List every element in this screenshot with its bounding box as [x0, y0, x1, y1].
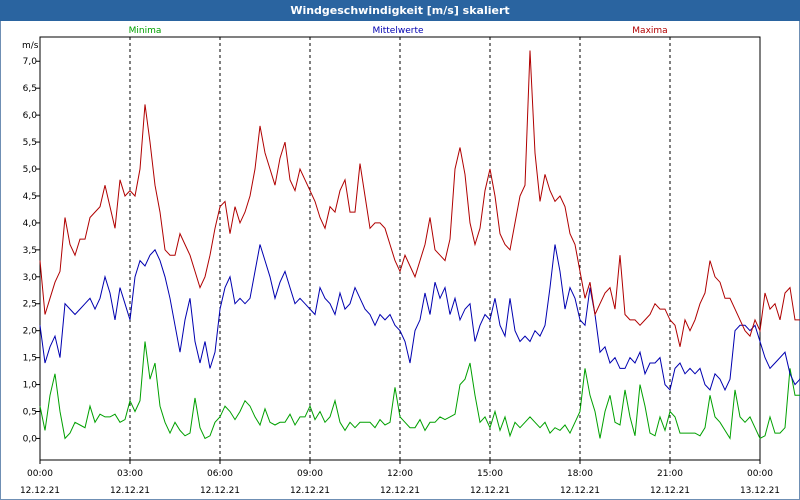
x-tick-time: 00:00 [27, 469, 53, 479]
x-axis: 00:00 12.12.21 03:00 12.12.21 06:00 12.12.21 0… [20, 460, 780, 496]
x-tick-time: 18:00 [567, 469, 593, 479]
series-line-mittelwerte [39, 244, 800, 392]
y-axis: 0,0 0,5 1,0 1,5 2,0 2,5 3,0 3,5 4,0 4,5 5,0 5,5 6,0 6… [23, 57, 40, 444]
y-tick-label: 5,0 [23, 165, 38, 175]
y-tick-label: 0,5 [23, 408, 37, 418]
y-tick-label: 6,0 [23, 111, 38, 121]
x-tick-date: 12.12.21 [110, 486, 150, 496]
y-tick-label: 3,0 [23, 273, 38, 283]
y-tick-label: 4,0 [23, 219, 38, 229]
legend: Minima Mittelwerte Maxima [129, 26, 668, 36]
y-tick-label: 7,0 [23, 57, 38, 67]
y-tick-label: 1,5 [23, 354, 37, 364]
y-axis-unit: m/s [22, 41, 39, 51]
y-tick-label: 2,5 [23, 300, 37, 310]
x-tick-time: 06:00 [207, 469, 233, 479]
y-tick-label: 0,0 [23, 434, 38, 444]
grid [129, 37, 671, 460]
y-tick-label: 1,0 [23, 381, 38, 391]
legend-mittelwerte: Mittelwerte [372, 26, 423, 36]
y-tick-label: 6,5 [23, 84, 37, 94]
x-tick-date: 12.12.21 [470, 486, 510, 496]
series-line-maxima [39, 50, 800, 347]
y-tick-label: 4,5 [23, 192, 37, 202]
chart-title: Windgeschwindigkeit [m/s] skaliert [0, 0, 800, 21]
x-tick-date: 12.12.21 [650, 486, 690, 496]
x-tick-date: 12.12.21 [20, 486, 60, 496]
series-lines [39, 50, 800, 440]
y-tick-label: 5,5 [23, 138, 37, 148]
y-tick-label: 2,0 [23, 327, 38, 337]
x-tick-time: 12:00 [387, 469, 413, 479]
x-tick-date: 13.12.21 [740, 486, 780, 496]
x-tick-date: 12.12.21 [200, 486, 240, 496]
x-tick-time: 21:00 [657, 469, 683, 479]
x-tick-time: 03:00 [117, 469, 143, 479]
y-tick-label: 3,5 [23, 246, 37, 256]
legend-maxima: Maxima [632, 26, 667, 36]
x-tick-date: 12.12.21 [560, 486, 600, 496]
x-tick-time: 15:00 [477, 469, 503, 479]
legend-minima: Minima [129, 26, 162, 36]
x-tick-date: 12.12.21 [290, 486, 330, 496]
x-tick-time: 09:00 [297, 469, 323, 479]
x-tick-time: 00:00 [747, 469, 773, 479]
x-tick-date: 12.12.21 [380, 486, 420, 496]
series-line-minima [39, 341, 800, 440]
